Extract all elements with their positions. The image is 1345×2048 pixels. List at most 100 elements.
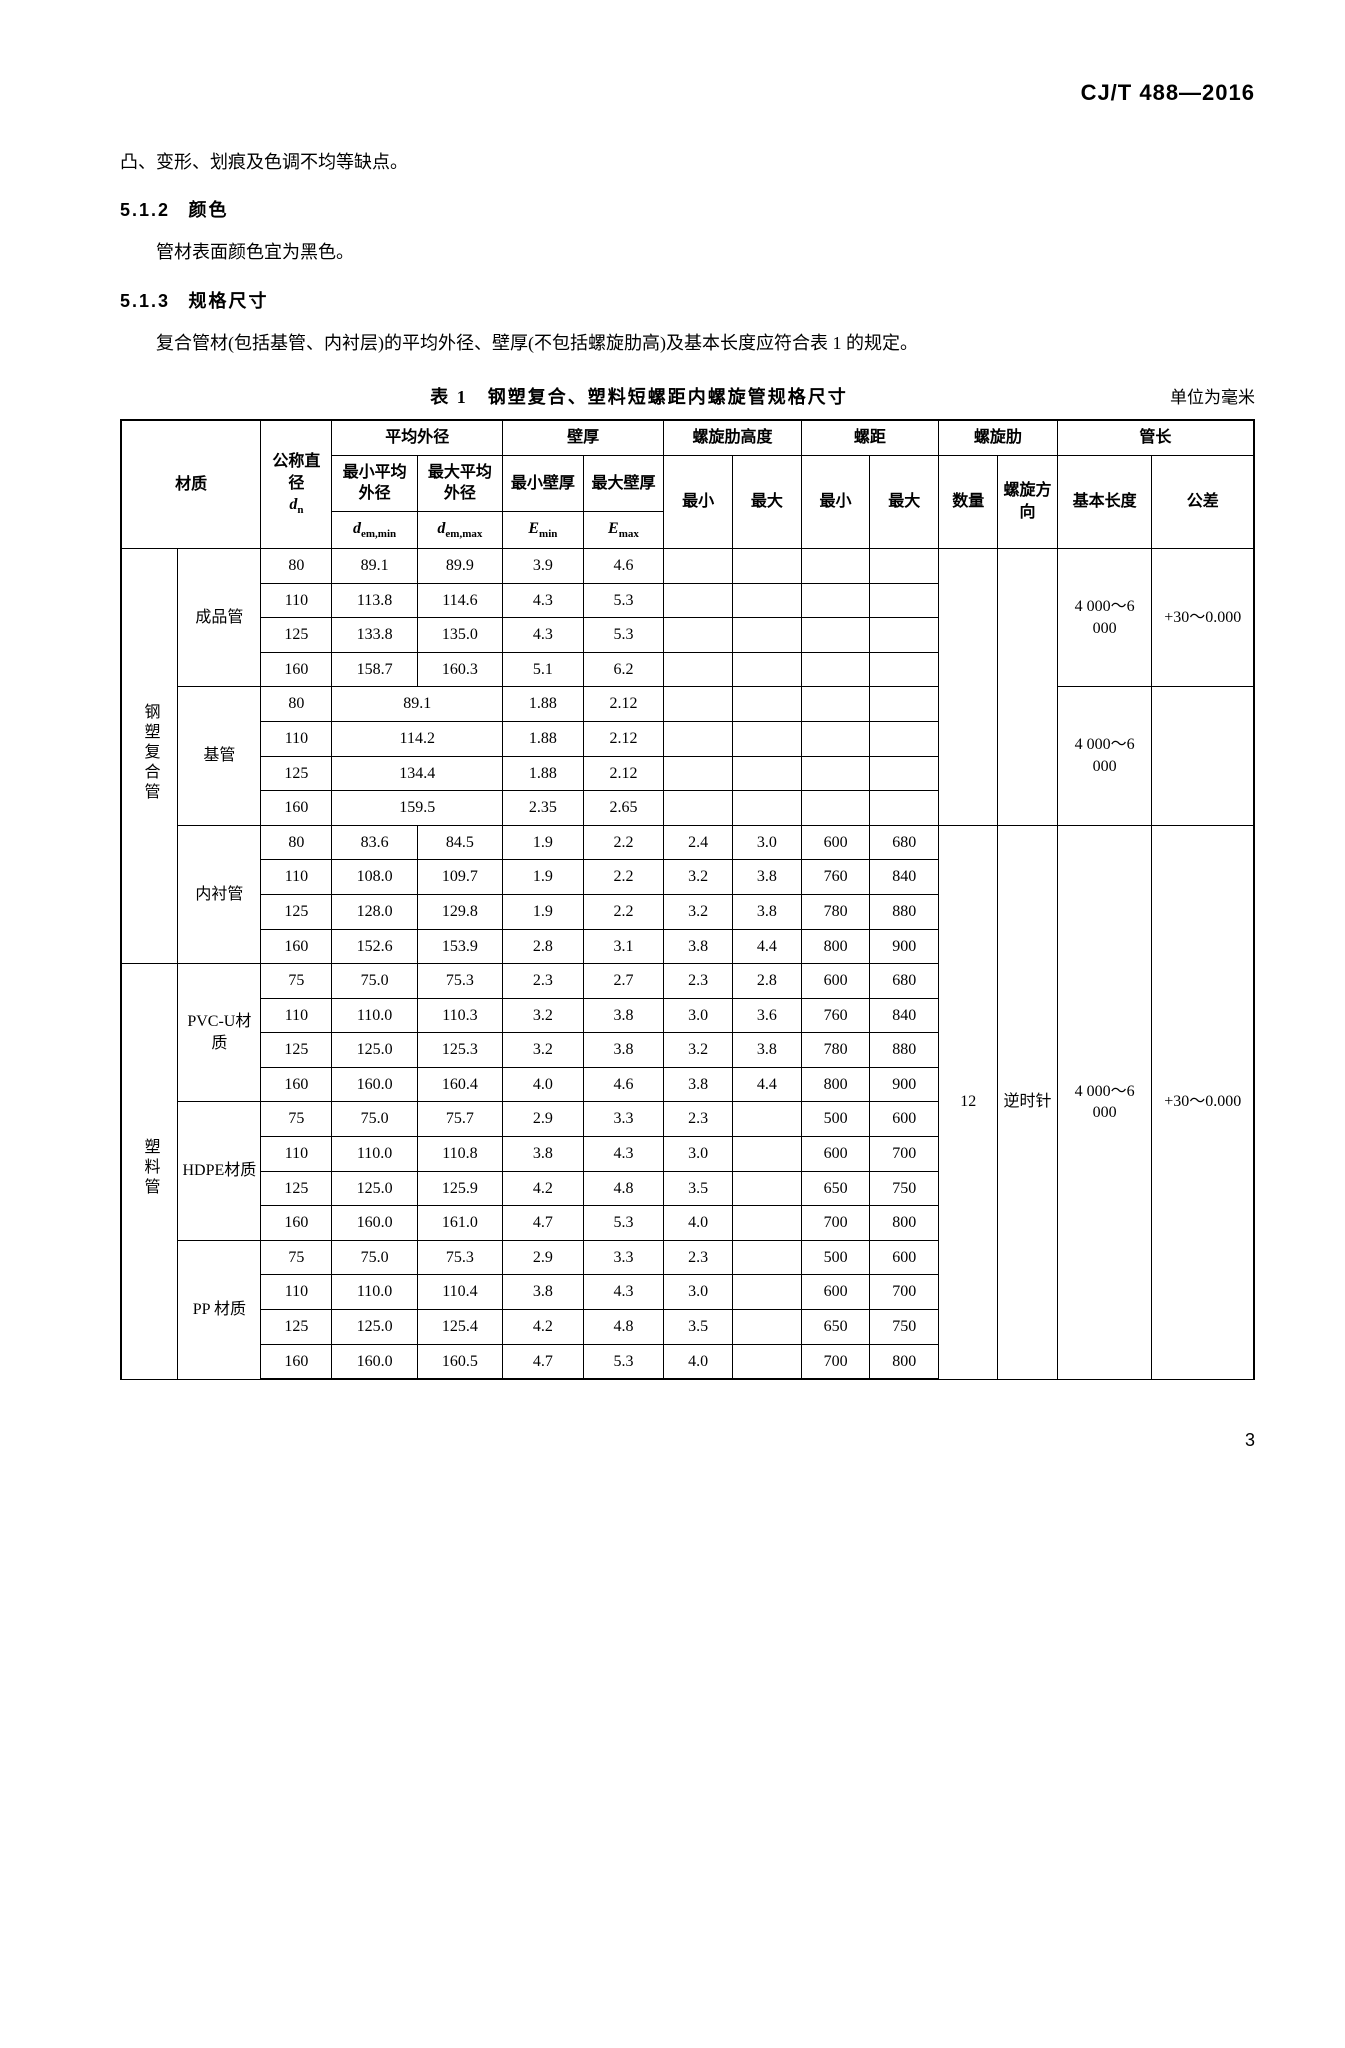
table-cell xyxy=(664,791,733,826)
table-cell: 110 xyxy=(261,583,332,618)
table-cell: 成品管 xyxy=(178,548,261,686)
th-emax: 最大壁厚 xyxy=(583,455,664,511)
table-cell: 700 xyxy=(801,1206,870,1241)
table-cell: 75 xyxy=(261,1240,332,1275)
table-cell: 600 xyxy=(801,1137,870,1172)
table-cell xyxy=(732,1102,801,1137)
table-cell: 650 xyxy=(801,1171,870,1206)
table-cell: 3.8 xyxy=(583,1033,664,1068)
table-cell xyxy=(664,583,733,618)
table-cell xyxy=(732,791,801,826)
th-dmin: 最小平均外径 xyxy=(332,455,417,511)
spec-table: 材质 公称直径 dn 平均外径 壁厚 螺旋肋高度 螺距 螺旋肋 管长 最小平均外… xyxy=(120,419,1255,1380)
table-cell: 650 xyxy=(801,1310,870,1345)
table-cell: 3.2 xyxy=(664,1033,733,1068)
table-cell: 110.4 xyxy=(417,1275,502,1310)
table-cell: 3.9 xyxy=(503,548,584,583)
table-cell: 125 xyxy=(261,618,332,653)
table-cell: 900 xyxy=(870,1067,939,1102)
table-cell: 900 xyxy=(870,929,939,964)
table-row: 内衬管8083.684.51.92.22.43.060068012逆时针4 00… xyxy=(121,825,1254,860)
table-cell: 4 000～6 000 xyxy=(1057,548,1152,686)
table-cell: 2.35 xyxy=(503,791,584,826)
table-cell: 125 xyxy=(261,1310,332,1345)
table-cell: 4.6 xyxy=(583,1067,664,1102)
table-cell: 3.8 xyxy=(664,929,733,964)
table-cell xyxy=(1152,687,1254,825)
th-dir: 螺旋方向 xyxy=(998,455,1057,548)
table-cell: 3.8 xyxy=(732,894,801,929)
table-cell: 89.9 xyxy=(417,548,502,583)
table-cell: 125 xyxy=(261,894,332,929)
table-cell: 113.8 xyxy=(332,583,417,618)
table-cell xyxy=(801,618,870,653)
th-dmax-sym: dem,max xyxy=(417,511,502,548)
table-cell xyxy=(801,687,870,722)
table-cell: 750 xyxy=(870,1310,939,1345)
table-cell: 4.2 xyxy=(503,1310,584,1345)
table-cell: 75.3 xyxy=(417,964,502,999)
table-cell: 3.8 xyxy=(503,1137,584,1172)
table-cell: 152.6 xyxy=(332,929,417,964)
th-material: 材质 xyxy=(121,420,261,548)
table-cell xyxy=(870,618,939,653)
th-qty: 数量 xyxy=(939,455,998,548)
table-cell: 2.3 xyxy=(664,964,733,999)
table-cell: 160.0 xyxy=(332,1067,417,1102)
table-cell: 3.2 xyxy=(664,894,733,929)
table-cell: 500 xyxy=(801,1102,870,1137)
table-row: 钢塑复合管成品管8089.189.93.94.64 000～6 000+30～0… xyxy=(121,548,1254,583)
table-cell: 110.8 xyxy=(417,1137,502,1172)
table-cell: 880 xyxy=(870,1033,939,1068)
body-5-1-2: 管材表面颜色宜为黑色。 xyxy=(120,236,1255,268)
table-cell: 153.9 xyxy=(417,929,502,964)
table-cell: 600 xyxy=(801,964,870,999)
table-cell xyxy=(870,756,939,791)
page-number: 3 xyxy=(120,1430,1255,1451)
table-cell: 3.8 xyxy=(583,998,664,1033)
table-cell: 125 xyxy=(261,1171,332,1206)
th-dn: 公称直径 dn xyxy=(261,420,332,548)
table-cell: 12 xyxy=(939,825,998,1379)
table-cell: 125.0 xyxy=(332,1171,417,1206)
table-cell xyxy=(870,791,939,826)
th-length: 管长 xyxy=(1057,420,1254,455)
table-cell: 109.7 xyxy=(417,860,502,895)
table-cell xyxy=(801,791,870,826)
heading-title: 颜色 xyxy=(189,200,229,220)
table-cell: 2.3 xyxy=(664,1240,733,1275)
table-cell xyxy=(664,618,733,653)
table-cell: 3.8 xyxy=(732,860,801,895)
table-cell: 3.5 xyxy=(664,1310,733,1345)
th-avg-od: 平均外径 xyxy=(332,420,503,455)
body-5-1-3: 复合管材(包括基管、内衬层)的平均外径、壁厚(不包括螺旋肋高)及基本长度应符合表… xyxy=(120,327,1255,359)
table-cell: PVC-U材质 xyxy=(178,964,261,1102)
table-cell: 2.12 xyxy=(583,721,664,756)
table-cell xyxy=(870,583,939,618)
table-cell: 逆时针 xyxy=(998,825,1057,1379)
th-pmin: 最小 xyxy=(801,455,870,548)
table-cell: 3.2 xyxy=(503,998,584,1033)
table-cell xyxy=(732,1310,801,1345)
table-cell: 75.0 xyxy=(332,964,417,999)
table-cell: 1.9 xyxy=(503,860,584,895)
th-emin: 最小壁厚 xyxy=(503,455,584,511)
table-cell: 129.8 xyxy=(417,894,502,929)
table-cell xyxy=(732,721,801,756)
th-hmin: 最小 xyxy=(664,455,733,548)
table-cell: 2.3 xyxy=(503,964,584,999)
table-cell: 800 xyxy=(870,1206,939,1241)
table-cell: 4.2 xyxy=(503,1171,584,1206)
table-cell: +30～0.000 xyxy=(1152,825,1254,1379)
table-cell: 4.3 xyxy=(503,618,584,653)
table-cell: 3.1 xyxy=(583,929,664,964)
th-rib-h: 螺旋肋高度 xyxy=(664,420,801,455)
th-emin-sym: Emin xyxy=(503,511,584,548)
table-cell: 2.2 xyxy=(583,860,664,895)
table-cell: 4 000～6 000 xyxy=(1057,687,1152,825)
table-cell xyxy=(801,583,870,618)
table-row: 基管8089.11.882.124 000～6 000 xyxy=(121,687,1254,722)
table-cell: 3.2 xyxy=(503,1033,584,1068)
table-cell: 500 xyxy=(801,1240,870,1275)
table-cell: 1.88 xyxy=(503,721,584,756)
